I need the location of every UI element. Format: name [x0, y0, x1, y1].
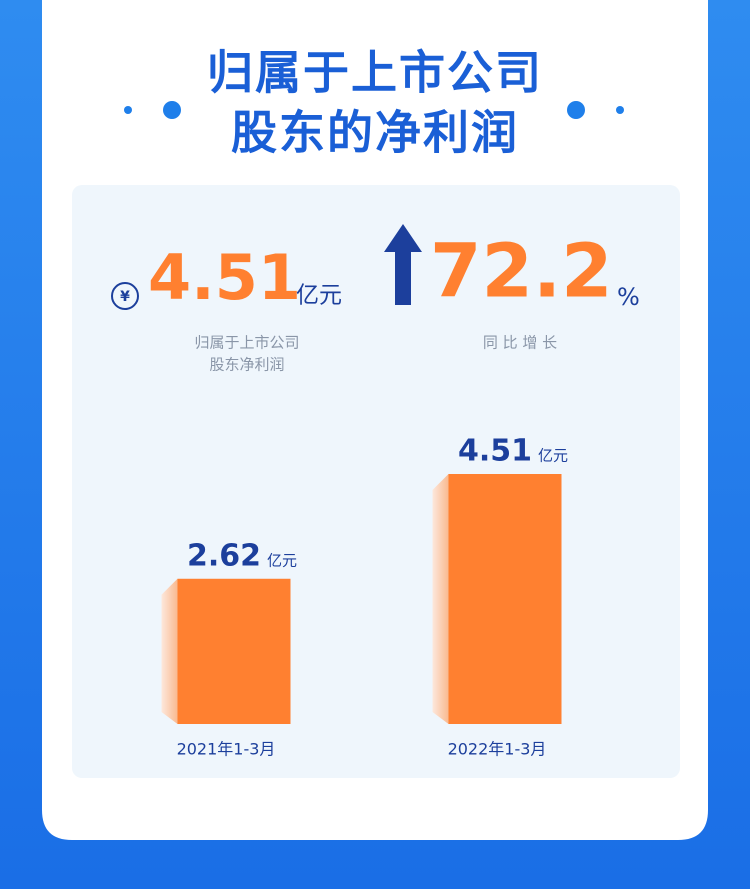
currency-icon [111, 282, 139, 310]
x-tick-label: 2022年1-3月 [448, 740, 547, 759]
growth-value: 72.2 [430, 229, 613, 315]
value-label: 2.62 [187, 538, 261, 573]
profit-unit: 亿元 [296, 283, 342, 309]
currency-symbol: ¥ [120, 289, 130, 305]
profit-label: 归属于上市公司 [194, 334, 299, 352]
bar-side [161, 578, 178, 724]
up-arrow [384, 224, 422, 305]
dot [124, 106, 132, 114]
title-line: 归属于上市公司 [207, 46, 543, 100]
bar [448, 474, 562, 724]
growth-unit: % [617, 283, 640, 311]
dot [163, 101, 181, 119]
value-unit: 亿元 [538, 447, 568, 465]
bar-side [432, 474, 449, 724]
bar [177, 578, 291, 724]
value-unit: 亿元 [267, 551, 297, 569]
profit-value: 4.51 [148, 241, 301, 314]
title-line: 股东的净利润 [231, 106, 519, 160]
profit-label: 股东净利润 [209, 356, 284, 374]
value-label: 4.51 [458, 434, 532, 469]
dot [567, 101, 585, 119]
dot [616, 106, 624, 114]
x-tick-label: 2021年1-3月 [177, 740, 276, 759]
growth-label: 同 比 增 长 [483, 334, 557, 352]
